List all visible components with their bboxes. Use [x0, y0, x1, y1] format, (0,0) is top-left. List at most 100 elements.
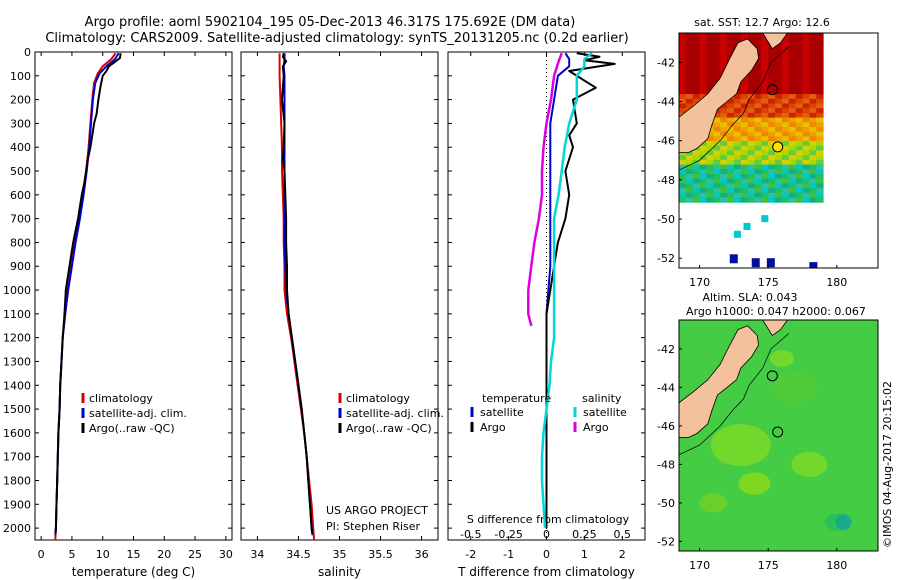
sla-map-panel: 170 175 180 -42 -44 -46 -48 -50 -52 Altim. SLA: 0… [657, 291, 879, 572]
sst-cell [679, 61, 687, 67]
sst-cell [816, 51, 824, 57]
sst-cell [788, 150, 797, 156]
sst-cell [802, 117, 810, 123]
sst-cell [795, 122, 804, 128]
sst-cell [713, 117, 721, 123]
sst-cell [802, 80, 810, 86]
sst-cell [795, 37, 804, 43]
sst-cell [768, 136, 776, 142]
sst-cell [816, 84, 824, 90]
sst-cell [685, 159, 694, 166]
sst-cell [775, 112, 783, 119]
sst-cell [761, 136, 769, 142]
sst-cell [685, 42, 694, 48]
sst-cell [795, 127, 804, 133]
sst-cell [809, 145, 817, 151]
sst-cell [699, 197, 707, 203]
sst-cell [809, 37, 817, 43]
sst-cell [781, 65, 790, 72]
sst-cell [768, 174, 776, 180]
sst-cell [720, 103, 728, 109]
map-x-tick-label: 170 [689, 276, 710, 289]
sst-cell [754, 117, 762, 123]
sst-cell [781, 159, 790, 166]
figure-title-line1: Argo profile: aoml 5902104_195 05-Dec-20… [85, 15, 576, 30]
sst-cell [761, 178, 769, 184]
sst-cell [768, 65, 776, 72]
sst-cell [679, 155, 687, 161]
sst-cell [816, 197, 824, 203]
sst-cell [740, 84, 749, 90]
sst-cell [816, 145, 824, 151]
x-tick-label: 1 [581, 548, 588, 561]
sst-cell [720, 47, 728, 53]
sst-cell [781, 178, 790, 184]
sst-cell [795, 33, 804, 39]
sst-cell [740, 164, 749, 170]
legend-title-temperature: temperature [482, 392, 551, 405]
sst-cell [727, 98, 735, 104]
sst-cell [775, 155, 783, 161]
figure-title-line2: Climatology: CARS2009. Satellite-adjuste… [45, 31, 628, 46]
land-north-island [762, 320, 788, 336]
sst-cell [679, 108, 687, 114]
sst-cell [795, 84, 804, 90]
sst-cell [740, 112, 749, 119]
sst-cell [733, 37, 742, 43]
sst-cell [809, 183, 817, 189]
x-tick-label: 0 [543, 548, 550, 561]
sst-cell [685, 164, 694, 170]
sst-cell [802, 122, 810, 128]
sst-cell [809, 197, 817, 203]
sst-cell [775, 174, 783, 180]
sst-cell [692, 37, 701, 43]
sst-cell [788, 65, 797, 72]
sst-cell [706, 37, 714, 43]
sst-cell [699, 141, 707, 147]
map-y-tick-label: -48 [657, 174, 675, 187]
sst-cell [761, 215, 769, 223]
sst-cell [795, 94, 804, 100]
sst-cell [679, 183, 687, 189]
sst-cell [754, 136, 762, 142]
x-tick-label: -2 [465, 548, 476, 561]
sst-cell [809, 188, 817, 194]
sst-cell [781, 174, 790, 180]
sst-cell [733, 174, 742, 180]
sst-cell [713, 150, 721, 156]
sst-cell [743, 222, 751, 230]
sst-cell [747, 136, 755, 142]
y-tick-label: 1600 [3, 427, 31, 440]
sst-cell [809, 262, 818, 268]
sst-cell [809, 155, 817, 161]
sst-cell [754, 112, 762, 119]
sst-cell [747, 37, 755, 43]
sst-cell [720, 192, 728, 198]
sst-cell [713, 197, 721, 203]
x-axis-label: T difference from climatology [457, 565, 635, 579]
sst-cell [809, 192, 817, 198]
y-tick-label: 500 [10, 165, 31, 178]
map-y-tick-label: -52 [657, 252, 675, 265]
sst-cell [692, 164, 701, 170]
sst-cell [720, 61, 728, 67]
sst-cell [733, 164, 742, 170]
sst-cell [679, 33, 687, 39]
sst-cell [781, 183, 790, 189]
sst-cell [720, 122, 728, 128]
sst-cell [720, 178, 728, 184]
sst-cell [781, 108, 790, 114]
sst-cell [795, 51, 804, 57]
sla-map-title-line2: Argo h1000: 0.047 h2000: 0.067 [686, 305, 866, 318]
sst-cell [692, 169, 701, 175]
sst-cell [720, 155, 728, 161]
sst-cell [809, 169, 817, 175]
sst-cell [740, 183, 749, 189]
sst-cell [816, 75, 824, 81]
sst-cell [679, 37, 687, 43]
sst-cell [727, 51, 735, 57]
sst-cell [768, 141, 776, 147]
sla-map-title-line1: Altim. SLA: 0.043 [702, 291, 797, 304]
sst-cell [699, 33, 707, 39]
sst-cell [692, 80, 701, 86]
